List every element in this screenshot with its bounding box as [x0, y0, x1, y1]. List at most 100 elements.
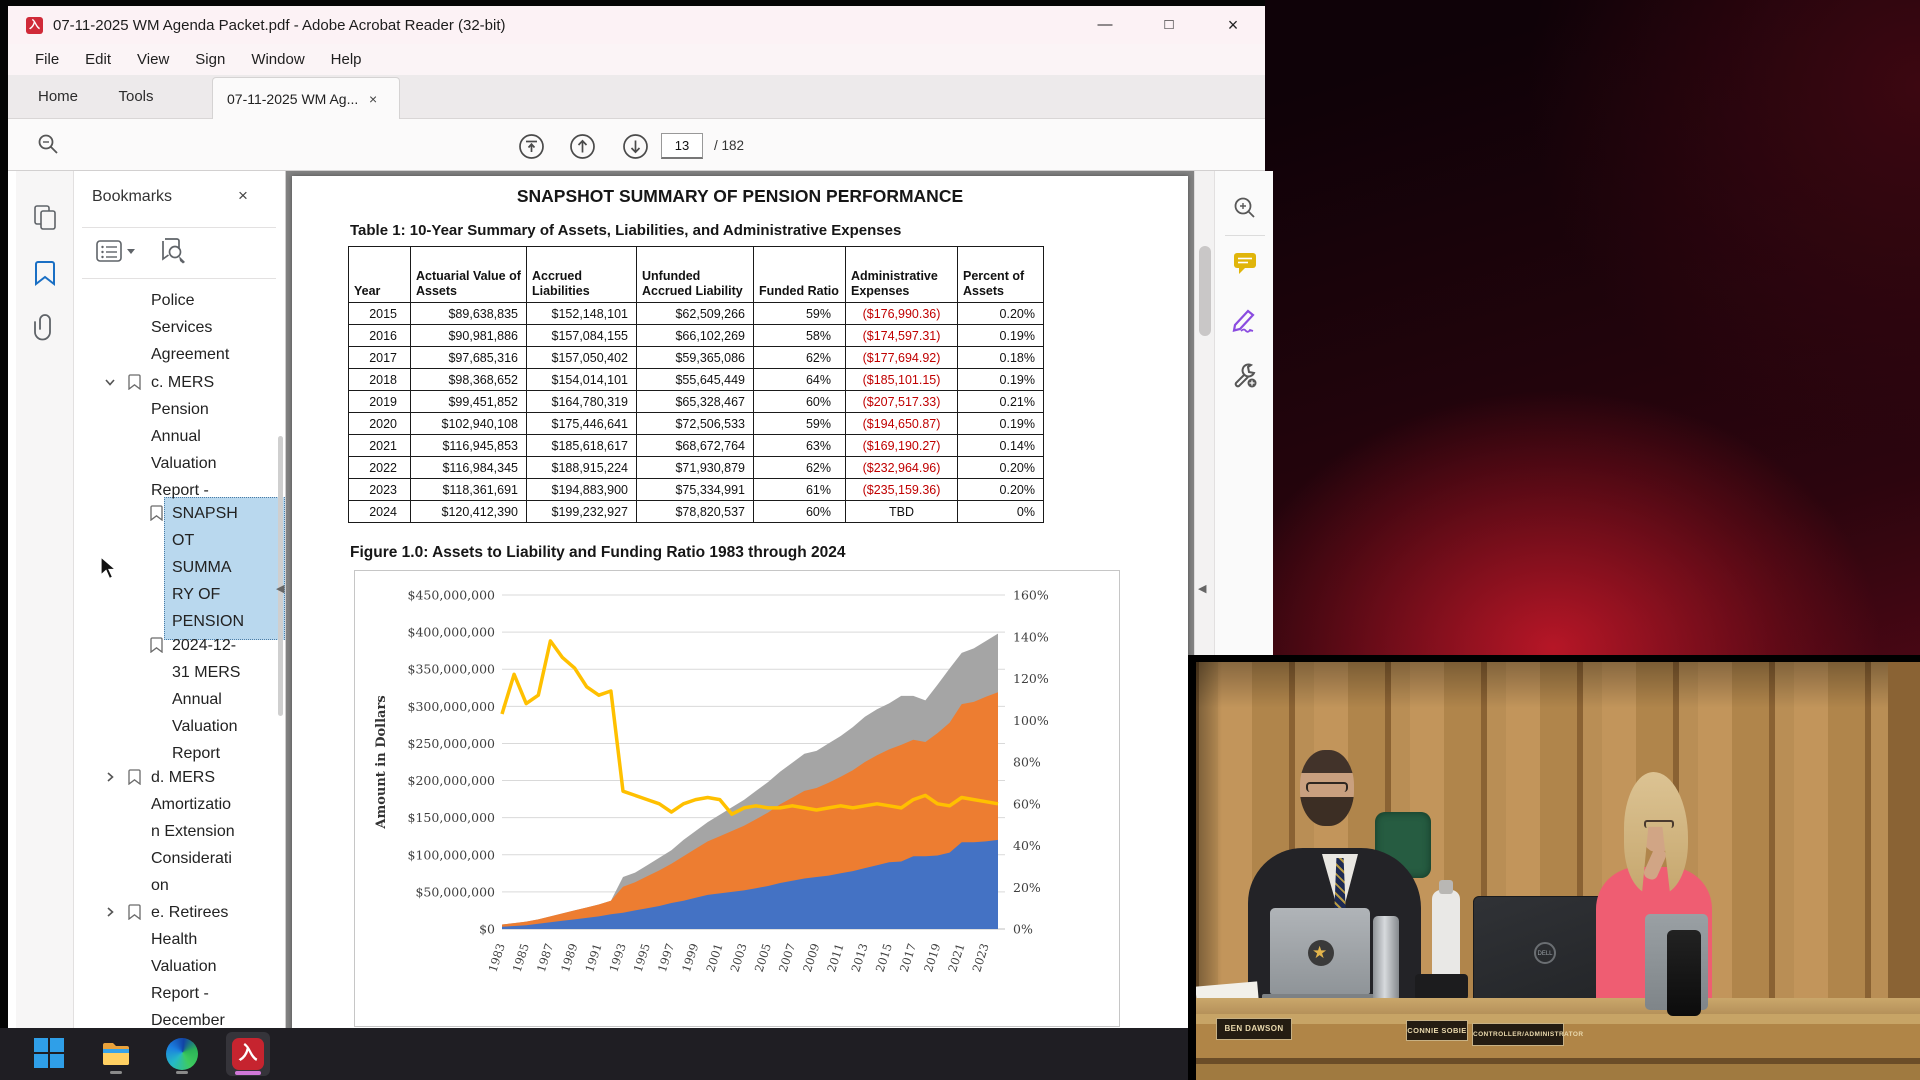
nameplate: BEN DAWSON	[1216, 1018, 1292, 1040]
table-cell: 60%	[753, 390, 846, 413]
fill-sign-icon[interactable]	[1231, 307, 1259, 335]
expand-current-bookmark-icon[interactable]	[158, 237, 188, 267]
svg-text:120%: 120%	[1013, 671, 1049, 686]
minimize-button[interactable]: —	[1097, 16, 1113, 33]
table-cell: $59,365,086	[636, 346, 754, 369]
page-thumbnails-icon[interactable]	[31, 203, 59, 231]
svg-text:40%: 40%	[1013, 838, 1041, 853]
table-cell: TBD	[845, 500, 958, 523]
bookmark-item[interactable]: Police Services Agreement	[151, 292, 230, 363]
svg-text:2011: 2011	[824, 942, 846, 974]
table-cell: $99,451,852	[410, 390, 527, 413]
table-cell: ($194,650.87)	[845, 412, 958, 435]
close-button[interactable]: ×	[1227, 15, 1239, 35]
svg-text:1991: 1991	[582, 942, 604, 974]
bookmark-item-selected[interactable]: SNAPSH OT SUMMA RY OF PENSION	[172, 505, 245, 630]
table-cell: 59%	[753, 412, 846, 435]
black-tumbler	[1667, 930, 1701, 1016]
menu-edit[interactable]: Edit	[85, 51, 112, 68]
table-cell: 2021	[348, 434, 411, 457]
menu-sign[interactable]: Sign	[195, 51, 226, 68]
bookmark-item[interactable]: e. Retirees Health Valuation Report - Decemb…	[151, 904, 229, 1029]
window-titlebar[interactable]: 入 07-11-2025 WM Agenda Packet.pdf - Adob…	[8, 6, 1265, 44]
tab-home[interactable]: Home	[37, 88, 78, 105]
tab-close-icon[interactable]: ×	[369, 90, 378, 107]
taskbar-acrobat-icon[interactable]: 入	[232, 1038, 264, 1070]
woman-glasses	[1644, 820, 1674, 828]
page-number-input[interactable]	[661, 133, 703, 159]
start-button-icon[interactable]	[34, 1038, 66, 1070]
bookmark-item[interactable]: d. MERS Amortizatio n Extension Considerati…	[151, 769, 235, 894]
comment-icon[interactable]	[1231, 249, 1259, 277]
table-cell: $72,506,533	[636, 412, 754, 435]
svg-text:1995: 1995	[631, 942, 653, 974]
bookmark-chevron-icon[interactable]	[104, 905, 116, 923]
table-cell: 2020	[348, 412, 411, 435]
navigation-icon-strip	[16, 171, 74, 1034]
tab-tools[interactable]: Tools	[118, 88, 154, 105]
table-header: Accrued Liabilities	[526, 246, 637, 303]
menu-view[interactable]: View	[137, 51, 170, 68]
table-cell: $71,930,879	[636, 456, 754, 479]
maximize-button[interactable]: □	[1164, 16, 1174, 33]
table-cell: ($235,159.36)	[845, 478, 958, 501]
next-page-icon[interactable]	[622, 133, 649, 160]
table-header: Percent of Assets	[957, 246, 1044, 303]
bookmarks-scrollbar[interactable]	[278, 436, 283, 716]
table-cell: ($176,990.36)	[845, 302, 958, 325]
page-total-label: / 182	[714, 138, 745, 153]
svg-text:0%: 0%	[1013, 922, 1033, 937]
dell-logo: DELL	[1534, 942, 1556, 964]
table-row: 2018 $98,368,652 $154,014,101 $55,645,449 64…	[348, 368, 1044, 391]
table-cell: 2024	[348, 500, 411, 523]
tab-document[interactable]: 07-11-2025 WM Ag... ×	[212, 77, 400, 119]
table-header: Administrative Expenses	[845, 246, 958, 303]
table-cell: 0%	[957, 500, 1044, 523]
table-cell: ($207,517.33)	[845, 390, 958, 413]
bookmarks-panel-icon[interactable]	[31, 259, 59, 287]
table-cell: 63%	[753, 434, 846, 457]
pension-chart: $450,000,000 $400,000,000 $350,000,000 $300…	[354, 570, 1120, 1027]
search-icon[interactable]	[36, 132, 60, 156]
table-cell: 2023	[348, 478, 411, 501]
table-caption: Table 1: 10-Year Summary of Assets, Liab…	[350, 222, 902, 239]
previous-page-icon[interactable]	[569, 133, 596, 160]
table-cell: 64%	[753, 368, 846, 391]
table-cell: $185,618,617	[526, 434, 637, 457]
table-cell: $65,328,467	[636, 390, 754, 413]
menu-file[interactable]: File	[35, 51, 60, 68]
bookmark-icon	[128, 904, 141, 925]
bookmark-chevron-icon[interactable]	[104, 375, 116, 393]
menu-window[interactable]: Window	[251, 51, 305, 68]
bookmark-item[interactable]: c. MERS Pension Annual Valuation Report -	[151, 374, 217, 499]
table-cell: $90,981,886	[410, 324, 527, 347]
bookmark-icon	[128, 374, 141, 395]
svg-text:$300,000,000: $300,000,000	[408, 699, 496, 714]
file-explorer-icon[interactable]	[100, 1038, 132, 1070]
table-row: 2019 $99,451,852 $164,780,319 $65,328,467 60…	[348, 390, 1044, 413]
collapse-right-panel-icon[interactable]: ◀	[1198, 583, 1207, 595]
table-cell: 0.20%	[957, 456, 1044, 479]
meeting-video-overlay[interactable]: ★ DELL BEN DAWSON CONNIE SOB	[1188, 655, 1920, 1080]
attachments-icon[interactable]	[31, 313, 59, 341]
table-cell: $98,368,652	[410, 368, 527, 391]
open-app-indicator	[110, 1071, 122, 1074]
bookmarks-panel-close-icon[interactable]: ×	[238, 186, 248, 205]
marquee-zoom-icon[interactable]	[1231, 195, 1259, 223]
menu-help[interactable]: Help	[330, 51, 362, 68]
bookmark-chevron-icon[interactable]	[104, 770, 116, 788]
bookmark-options-icon[interactable]	[96, 239, 138, 265]
svg-text:1985: 1985	[510, 942, 532, 974]
meeting-room-scene: ★ DELL BEN DAWSON CONNIE SOB	[1196, 662, 1920, 1080]
selected-bookmark-highlight	[164, 497, 285, 640]
bookmark-item[interactable]: 2024-12- 31 MERS Annual Valuation Report	[172, 637, 241, 762]
collapse-left-panel-icon[interactable]: ◀	[276, 583, 285, 595]
svg-text:60%: 60%	[1013, 796, 1041, 811]
tools-wrench-icon[interactable]	[1231, 361, 1259, 389]
table-cell: $157,050,402	[526, 346, 637, 369]
edge-browser-icon[interactable]	[166, 1038, 198, 1070]
table-cell: ($185,101.15)	[845, 368, 958, 391]
document-scrollbar-thumb[interactable]	[1199, 246, 1211, 336]
table-cell: ($169,190.27)	[845, 434, 958, 457]
first-page-icon[interactable]	[518, 133, 545, 160]
